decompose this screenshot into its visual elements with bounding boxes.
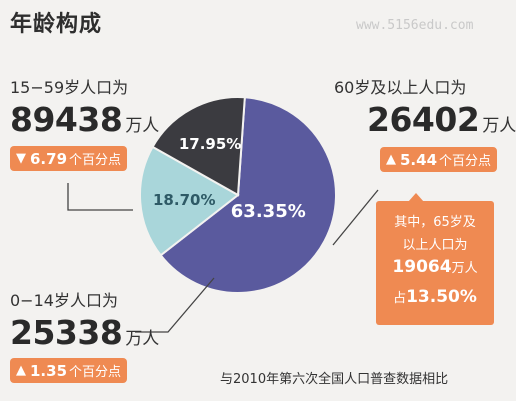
- working-age-change-unit: 个百分点: [69, 153, 122, 168]
- children-change: 1.35: [30, 361, 68, 380]
- children-unit: 万人: [125, 329, 160, 349]
- elderly-change-unit: 个百分点: [439, 154, 492, 169]
- elderly-change: 5.44: [400, 150, 438, 169]
- leader-line-children: [135, 277, 215, 333]
- working-age-label: 15−59岁人口为: [10, 78, 129, 97]
- slice-children: [151, 96, 246, 197]
- arrow-up-icon: ▲: [16, 363, 26, 378]
- callout-value-row: 19064万人: [376, 257, 494, 277]
- callout-pointer: [408, 193, 424, 202]
- elderly-value: 26402: [367, 100, 480, 139]
- children-label: 0−14岁人口为: [10, 291, 118, 310]
- slice-working-age: [159, 96, 337, 294]
- leader-line-elderly: [332, 189, 379, 246]
- working-age-value: 89438: [10, 100, 123, 139]
- callout-line-1: 其中，65岁及: [394, 215, 476, 230]
- over-65-callout: 其中，65岁及 以上人口为 19064万人 占13.50%: [376, 201, 494, 325]
- elderly-value-row: 26402 万人: [367, 103, 516, 136]
- slice-label-children: 17.95%: [179, 135, 241, 153]
- callout-prefix: 占: [393, 291, 407, 306]
- callout-share-row: 占13.50%: [376, 287, 494, 307]
- callout-value: 19064: [392, 257, 452, 277]
- leader-line-working: [67, 183, 133, 211]
- children-value: 25338: [10, 313, 123, 352]
- children-change-badge: ▲ 1.35 个百分点: [10, 358, 128, 383]
- working-age-value-row: 89438 万人: [10, 103, 159, 136]
- slice-elderly: [139, 145, 240, 257]
- working-age-change-badge: ▼ 6.79 个百分点: [10, 146, 128, 171]
- elderly-label: 60岁及以上人口为: [334, 78, 467, 97]
- callout-share: 13.50%: [406, 287, 477, 307]
- elderly-change-badge: ▲ 5.44 个百分点: [380, 147, 498, 172]
- arrow-down-icon: ▼: [16, 151, 26, 166]
- slice-label-working-age: 63.35%: [231, 201, 306, 222]
- elderly-unit: 万人: [482, 116, 516, 136]
- arrow-up-icon: ▲: [386, 152, 396, 167]
- page-title: 年龄构成: [10, 12, 103, 37]
- watermark: www.5156edu.com: [356, 18, 474, 33]
- children-value-row: 25338 万人: [10, 316, 159, 349]
- comparison-note: 与2010年第六次全国人口普查数据相比: [220, 372, 449, 387]
- slice-label-elderly: 18.70%: [153, 191, 215, 209]
- callout-unit: 万人: [451, 261, 478, 276]
- working-age-unit: 万人: [125, 116, 160, 136]
- working-age-change: 6.79: [30, 149, 68, 168]
- callout-line-2: 以上人口为: [402, 238, 468, 253]
- children-change-unit: 个百分点: [69, 365, 122, 380]
